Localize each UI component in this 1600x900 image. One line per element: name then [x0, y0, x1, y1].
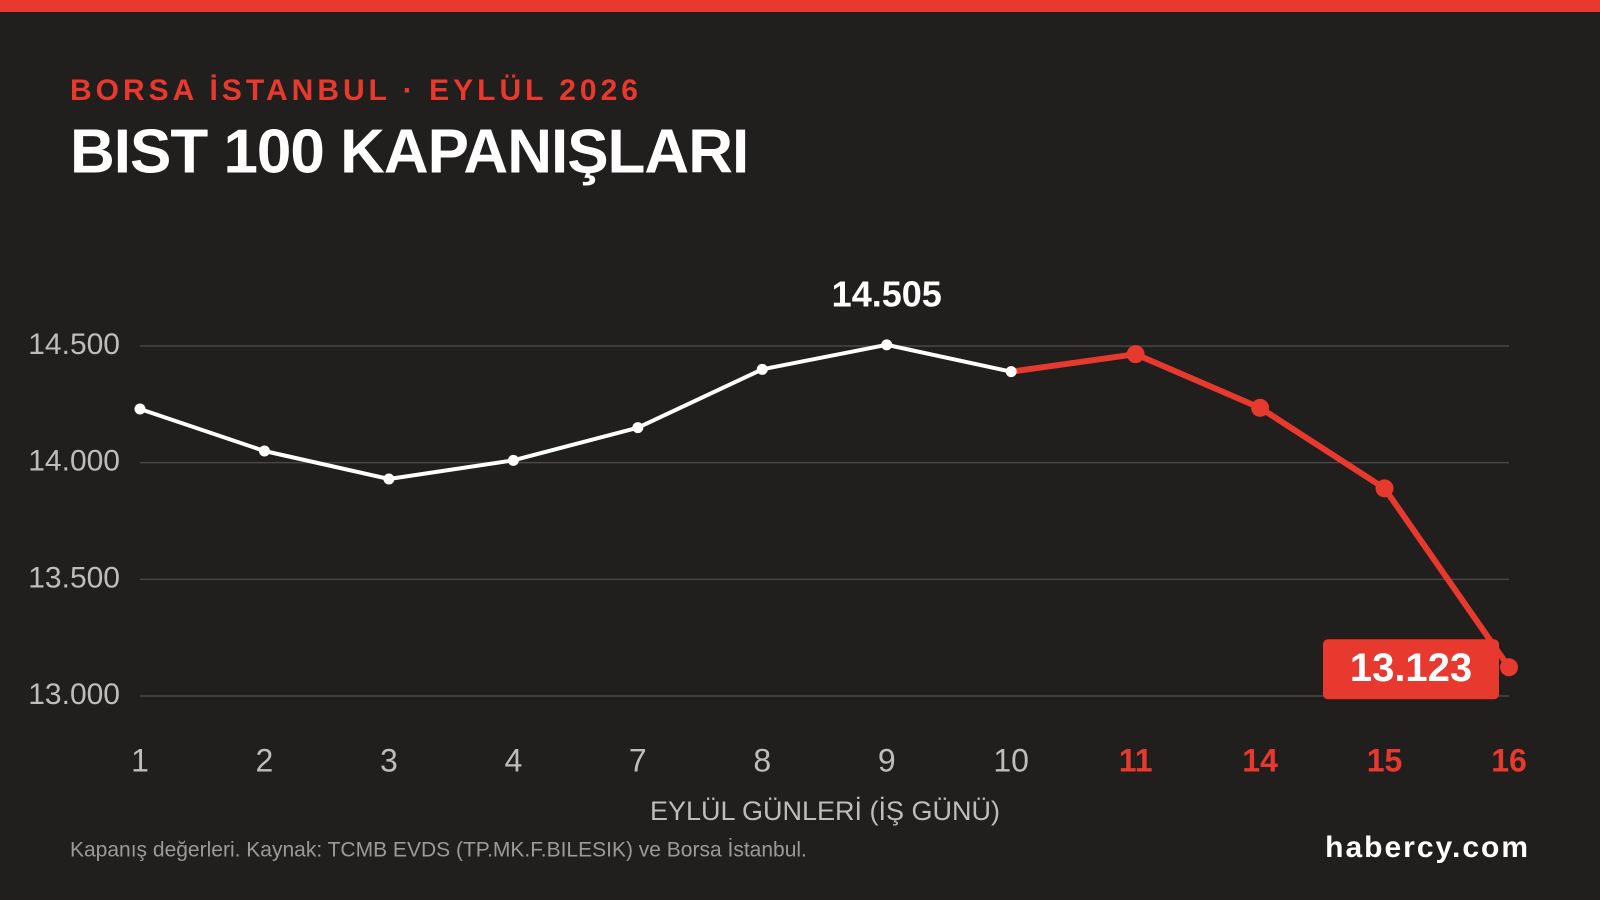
line-segment: [1257, 404, 1388, 492]
value-label: 14.505: [832, 273, 942, 314]
data-point: [881, 339, 893, 351]
value-label-box: [1323, 639, 1499, 700]
y-tick-label: 14.500: [28, 328, 120, 361]
x-tick-label: 7: [629, 742, 647, 778]
x-tick-label: 4: [504, 742, 522, 778]
y-tick-label: 13.000: [28, 678, 120, 711]
x-tick-label: 16: [1491, 742, 1527, 778]
x-tick-label: 9: [878, 742, 896, 778]
line-segment: [138, 407, 267, 453]
line-segment: [386, 458, 516, 481]
line-segment: [1008, 351, 1139, 375]
x-tick-label: 15: [1367, 742, 1403, 778]
line-segment: [1381, 485, 1512, 671]
chart-subtitle: BORSA İSTANBUL · EYLÜL 2026: [70, 74, 642, 107]
chart-title: BIST 100 KAPANIŞLARI: [70, 117, 748, 186]
x-tick-label: 1: [131, 742, 149, 778]
line-segment: [760, 342, 889, 372]
data-point: [1500, 658, 1518, 677]
source-note: Kapanış değerleri. Kaynak: TCMB EVDS (TP…: [70, 839, 807, 862]
x-tick-label: 10: [993, 742, 1029, 778]
line-segment: [635, 367, 765, 430]
value-label: 13.123: [1350, 646, 1472, 690]
x-tick-label: 8: [753, 742, 771, 778]
data-point: [756, 363, 768, 375]
x-tick-label: 3: [380, 742, 398, 778]
data-point: [507, 454, 519, 466]
data-point: [1126, 345, 1145, 364]
x-tick-label: 11: [1119, 742, 1153, 778]
line-segment: [262, 449, 391, 481]
data-point: [1005, 366, 1017, 378]
x-tick-label: 2: [256, 742, 274, 778]
top-bar: [0, 0, 1600, 12]
x-axis-label: EYLÜL GÜNLERİ (İŞ GÜNÜ): [650, 795, 1000, 826]
data-point: [1251, 398, 1270, 417]
data-point: [1375, 479, 1394, 498]
data-point: [632, 422, 644, 434]
data-point: [383, 473, 395, 485]
x-tick-label: 14: [1242, 742, 1278, 778]
line-segment: [511, 425, 640, 463]
data-point: [258, 445, 270, 457]
line-segment: [1132, 351, 1264, 411]
data-point: [134, 403, 146, 415]
y-tick-label: 13.500: [28, 561, 120, 594]
brand: habercy.com: [1325, 831, 1530, 864]
y-tick-label: 14.000: [28, 445, 120, 478]
line-segment: [884, 342, 1014, 374]
